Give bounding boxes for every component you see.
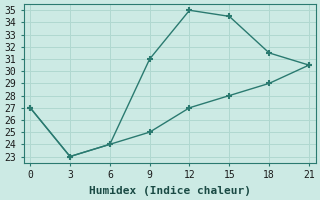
X-axis label: Humidex (Indice chaleur): Humidex (Indice chaleur) bbox=[89, 186, 251, 196]
